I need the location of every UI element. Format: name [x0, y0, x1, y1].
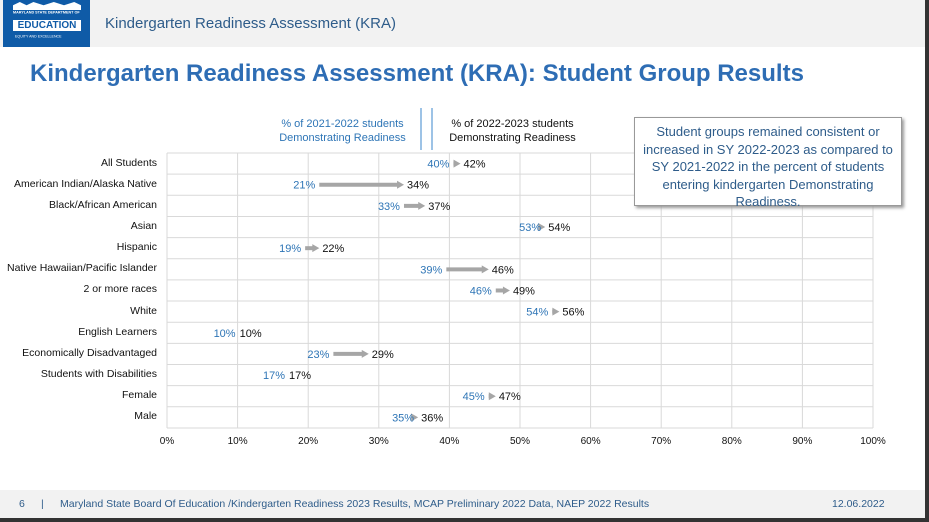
legend-divider — [431, 108, 433, 150]
footer-date: 12.06.2022 — [832, 498, 885, 510]
category-label: Native Hawaiian/Pacific Islander — [7, 262, 157, 275]
category-label: American Indian/Alaska Native — [14, 177, 157, 190]
value-label-2021-2022: 35% — [392, 412, 414, 424]
value-label-2022-2023: 34% — [407, 180, 429, 192]
slide-title: Kindergarten Readiness Assessment (KRA):… — [30, 60, 804, 87]
value-label-2022-2023: 17% — [289, 370, 311, 382]
arrow-head — [397, 180, 405, 189]
value-label-2022-2023: 22% — [322, 243, 344, 255]
category-label: English Learners — [78, 325, 157, 338]
category-label: Students with Disabilities — [40, 368, 157, 381]
category-label: All Students — [100, 156, 157, 169]
category-label: Male — [134, 410, 157, 423]
page-number: 6 — [19, 498, 25, 510]
footer-separator: | — [41, 498, 44, 510]
value-label-2021-2022: 33% — [378, 201, 400, 213]
header-title: Kindergarten Readiness Assessment (KRA) — [105, 15, 396, 32]
value-label-2022-2023: 10% — [240, 328, 262, 340]
category-label: 2 or more races — [83, 283, 157, 296]
value-label-2022-2023: 42% — [464, 159, 486, 171]
x-tick-label: 40% — [439, 436, 460, 447]
value-label-2022-2023: 29% — [372, 349, 394, 361]
value-label-2021-2022: 54% — [526, 307, 548, 319]
category-label: Hispanic — [116, 241, 157, 254]
category-label: Female — [121, 389, 157, 402]
category-label: Asian — [130, 220, 157, 233]
value-label-2021-2022: 40% — [427, 159, 449, 171]
frame-edge — [0, 518, 929, 522]
footer-source: Maryland State Board Of Education /Kinde… — [60, 498, 650, 510]
category-label: Economically Disadvantaged — [22, 346, 157, 359]
arrow-head — [481, 265, 489, 274]
x-tick-label: 0% — [159, 436, 175, 447]
footer: 6 | Maryland State Board Of Education /K… — [0, 490, 925, 518]
value-label-2022-2023: 56% — [562, 307, 584, 319]
value-label-2021-2022: 39% — [420, 264, 442, 276]
arrow-head — [361, 349, 369, 358]
arrow-head — [488, 392, 496, 401]
value-label-2021-2022: 45% — [463, 391, 485, 403]
value-label-2022-2023: 37% — [428, 201, 450, 213]
value-label-2021-2022: 19% — [279, 243, 301, 255]
x-tick-label: 50% — [509, 436, 530, 447]
logo-subtext: MARYLAND STATE DEPARTMENT OF — [13, 11, 80, 15]
arrow-head — [312, 244, 320, 253]
x-tick-label: 30% — [368, 436, 389, 447]
legend-2021-2022: % of 2021-2022 students Demonstrating Re… — [279, 118, 406, 144]
value-label-2021-2022: 53% — [519, 222, 541, 234]
value-label-2021-2022: 46% — [470, 285, 492, 297]
logo-tagline: EQUITY AND EXCELLENCE — [15, 35, 62, 39]
legend-divider — [420, 108, 422, 150]
value-label-2022-2023: 46% — [492, 264, 514, 276]
value-label-2022-2023: 54% — [548, 222, 570, 234]
legend-2022-2023: % of 2022-2023 students Demonstrating Re… — [449, 118, 576, 144]
value-label-2021-2022: 21% — [293, 180, 315, 192]
value-label-2022-2023: 36% — [421, 412, 443, 424]
x-tick-label: 20% — [298, 436, 319, 447]
callout-box: Student groups remained consistent or in… — [634, 117, 902, 209]
category-label: Black/African American — [49, 198, 157, 211]
arrow-head — [453, 159, 461, 168]
arrow-head — [538, 223, 546, 232]
x-tick-label: 80% — [721, 436, 742, 447]
arrow-head — [502, 286, 510, 295]
value-label-2021-2022: 17% — [263, 370, 285, 382]
value-label-2021-2022: 23% — [307, 349, 329, 361]
logo-graphic — [13, 2, 81, 10]
x-tick-label: 10% — [227, 436, 248, 447]
arrow-head — [411, 413, 419, 422]
x-tick-label: 100% — [860, 436, 886, 447]
value-label-2021-2022: 10% — [214, 328, 236, 340]
x-tick-label: 60% — [580, 436, 601, 447]
x-tick-label: 70% — [651, 436, 672, 447]
logo-text: EDUCATION — [13, 20, 81, 31]
arrow-head — [552, 307, 560, 316]
value-label-2022-2023: 47% — [499, 391, 521, 403]
x-tick-label: 90% — [792, 436, 813, 447]
msde-logo: MARYLAND STATE DEPARTMENT OF EDUCATION E… — [3, 0, 90, 47]
header-bar: MARYLAND STATE DEPARTMENT OF EDUCATION E… — [0, 0, 929, 47]
arrow-head — [418, 201, 426, 210]
category-label: White — [130, 304, 157, 317]
frame-edge — [925, 0, 929, 522]
value-label-2022-2023: 49% — [513, 285, 535, 297]
